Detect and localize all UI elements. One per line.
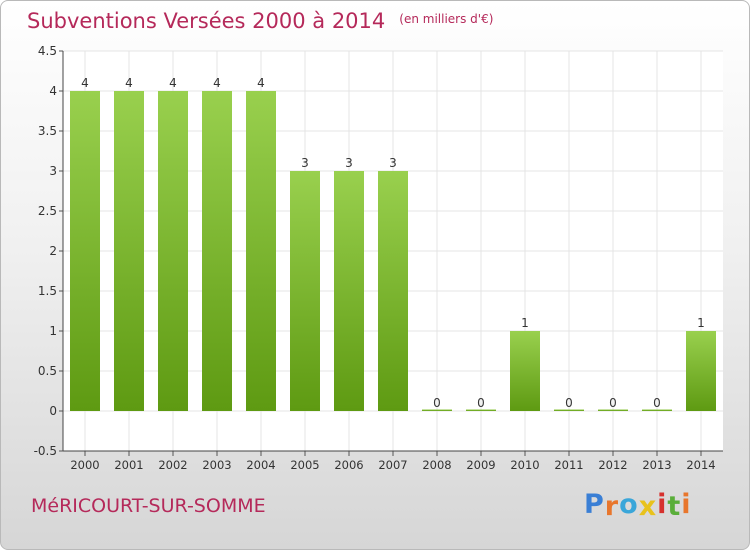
x-tick-label: 2001 [114, 458, 143, 472]
data-label: 0 [565, 396, 573, 410]
data-label: 3 [301, 156, 309, 170]
logo-letter: x [638, 491, 658, 522]
y-tick-label: 3 [49, 164, 57, 178]
y-tick-label: 2.5 [38, 204, 57, 218]
bar [554, 409, 584, 411]
bar [202, 91, 232, 411]
bar [598, 409, 628, 411]
x-tick-label: 2010 [510, 458, 539, 472]
x-tick-label: 2005 [290, 458, 319, 472]
x-tick-label: 2007 [378, 458, 407, 472]
x-tick-label: 2012 [598, 458, 627, 472]
data-label: 0 [433, 396, 441, 410]
bar [422, 409, 452, 411]
y-tick-label: -0.5 [34, 444, 57, 458]
x-tick-label: 2013 [642, 458, 671, 472]
chart-unit: (en milliers d'€) [399, 12, 494, 26]
data-label: 0 [477, 396, 485, 410]
bar [466, 409, 496, 411]
x-tick-label: 2011 [554, 458, 583, 472]
bar [70, 91, 100, 411]
bar [246, 91, 276, 411]
data-label: 0 [653, 396, 661, 410]
bar [686, 331, 716, 411]
data-label: 4 [169, 76, 177, 90]
data-label: 4 [213, 76, 221, 90]
data-label: 4 [257, 76, 265, 90]
logo-letter: o [619, 489, 639, 520]
logo-letter: r [604, 491, 620, 522]
y-tick-label: 3.5 [38, 124, 57, 138]
data-label: 3 [389, 156, 397, 170]
y-tick-label: 4.5 [38, 44, 57, 58]
bar [114, 91, 144, 411]
y-tick-label: 4 [49, 84, 57, 98]
logo-letter: t [667, 491, 682, 522]
bar [158, 91, 188, 411]
y-tick-label: 2 [49, 244, 57, 258]
proxiti-logo: Proxiti [584, 489, 692, 522]
bar [642, 409, 672, 411]
logo-letter: P [584, 489, 605, 520]
y-tick-label: 0.5 [38, 364, 57, 378]
title-row: Subventions Versées 2000 à 2014 (en milli… [27, 9, 493, 33]
bar [378, 171, 408, 411]
x-tick-label: 2014 [686, 458, 715, 472]
y-tick-label: 0 [49, 404, 57, 418]
y-tick-label: 1.5 [38, 284, 57, 298]
x-tick-label: 2009 [466, 458, 495, 472]
chart-title: Subventions Versées 2000 à 2014 [27, 9, 386, 33]
x-tick-label: 2008 [422, 458, 451, 472]
x-tick-label: 2006 [334, 458, 363, 472]
x-tick-label: 2002 [158, 458, 187, 472]
data-label: 3 [345, 156, 353, 170]
bar [334, 171, 364, 411]
x-tick-label: 2004 [246, 458, 275, 472]
data-label: 4 [81, 76, 89, 90]
commune-name: MéRICOURT-SUR-SOMME [31, 495, 266, 517]
bar [290, 171, 320, 411]
data-label: 1 [521, 316, 529, 330]
x-tick-label: 2003 [202, 458, 231, 472]
data-label: 0 [609, 396, 617, 410]
y-tick-label: 1 [49, 324, 57, 338]
data-label: 4 [125, 76, 133, 90]
logo-letter: i [681, 489, 692, 520]
data-label: 1 [697, 316, 705, 330]
x-tick-label: 2000 [70, 458, 99, 472]
logo-letter: i [657, 489, 668, 520]
bar [510, 331, 540, 411]
